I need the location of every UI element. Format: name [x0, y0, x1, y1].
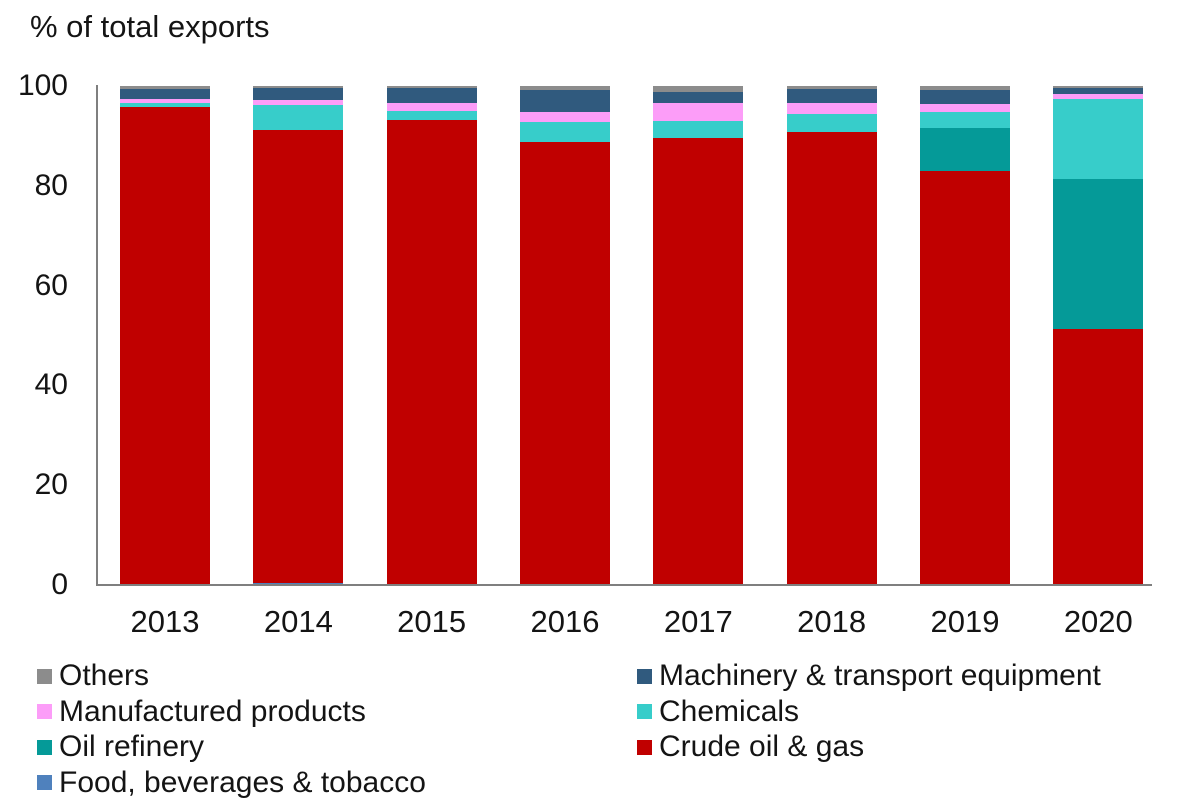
bar-segment-chemicals [253, 105, 344, 130]
bar-2016 [519, 86, 610, 585]
legend-item-machinery-transport-equipment: Machinery & transport equipment [637, 658, 1101, 694]
y-tick-label: 20 [34, 468, 68, 502]
bar-segment-others [120, 86, 210, 90]
bar-segment-others [519, 86, 610, 91]
bar-segment-others [1053, 86, 1144, 89]
legend-swatch-oil-refinery [37, 739, 52, 755]
bar-2013 [120, 86, 210, 585]
bar-segment-chemicals [653, 120, 744, 139]
legend-swatch-crude-oil-gas [637, 739, 652, 755]
legend-label: Oil refinery [59, 730, 205, 763]
bar-segment-machinery-transport-equipment [519, 90, 610, 112]
x-tick-label: 2018 [797, 604, 867, 639]
bar-segment-chemicals [1053, 98, 1144, 180]
legend-label: Crude oil & gas [659, 730, 865, 763]
bar-segment-manufactured-products [653, 102, 744, 121]
bar-segment-chemicals [919, 111, 1010, 129]
legend-item-others: Others [37, 658, 149, 694]
legend: Others Manufactured products Oil refinery F… [0, 650, 1200, 799]
legend-item-food-beverages-tobacco: Food, beverages & tobacco [37, 765, 426, 799]
x-axis-labels: 2013 2014 2015 2016 2017 2018 2019 2020 [0, 604, 1200, 644]
legend-item-oil-refinery: Oil refinery [37, 729, 204, 765]
bar-segment-chemicals [786, 113, 877, 133]
bar-segment-machinery-transport-equipment [919, 89, 1010, 104]
bar-segment-machinery-transport-equipment [786, 88, 877, 103]
bar-2019 [919, 86, 1010, 585]
bar-segment-crude-oil-gas [786, 132, 877, 585]
bar-segment-machinery-transport-equipment [653, 92, 744, 103]
legend-item-chemicals: Chemicals [637, 694, 799, 730]
bar-segment-manufactured-products [120, 98, 210, 104]
bar-segment-chemicals [386, 111, 477, 120]
bar-2017 [653, 86, 744, 585]
legend-swatch-chemicals [637, 704, 652, 719]
x-tick-label: 2016 [530, 604, 600, 639]
bar-2018 [786, 86, 877, 585]
bar-segment-machinery-transport-equipment [253, 87, 344, 100]
x-tick-label: 2019 [930, 604, 1000, 639]
bar-segment-others [786, 86, 877, 89]
bar-segment-machinery-transport-equipment [120, 89, 210, 99]
y-tick-label: 80 [34, 168, 68, 202]
bar-segment-crude-oil-gas [1053, 328, 1144, 585]
x-tick-label: 2017 [663, 604, 733, 639]
bar-segment-crude-oil-gas [919, 171, 1010, 585]
bar-segment-chemicals [519, 121, 610, 142]
bar-segment-crude-oil-gas [253, 129, 344, 584]
bar-segment-manufactured-products [919, 103, 1010, 112]
legend-swatch-machinery-transport-equipment [637, 668, 652, 684]
bar-segment-others [386, 86, 477, 89]
bar-segment-machinery-transport-equipment [386, 88, 477, 103]
x-tick-label: 2014 [263, 604, 333, 639]
legend-swatch-manufactured-products [37, 704, 52, 719]
y-tick-label: 60 [34, 268, 68, 302]
x-axis-line [96, 584, 1152, 586]
legend-label: Manufactured products [59, 694, 366, 728]
x-tick-label: 2020 [1063, 604, 1133, 639]
x-tick-label: 2013 [130, 604, 200, 639]
legend-swatch-food-beverages-tobacco [37, 775, 52, 790]
legend-label: Others [59, 659, 150, 692]
x-tick-label: 2015 [397, 604, 467, 639]
legend-item-manufactured-products: Manufactured products [37, 694, 366, 730]
y-tick-label: 100 [17, 69, 68, 102]
y-axis-labels: 0 20 40 60 80 100 [0, 69, 68, 601]
bar-2014 [253, 86, 344, 585]
legend-item-crude-oil-gas: Crude oil & gas [637, 729, 864, 765]
bar-segment-manufactured-products [519, 111, 610, 122]
bar-2015 [386, 86, 477, 585]
y-tick-label: 0 [51, 568, 68, 601]
bar-segment-manufactured-products [1053, 93, 1144, 99]
bar-segment-manufactured-products [386, 102, 477, 112]
bar-segment-crude-oil-gas [653, 138, 744, 585]
bar-segment-others [253, 86, 344, 88]
legend-swatch-others [37, 668, 52, 684]
legend-label: Chemicals [659, 694, 800, 728]
bar-segment-others [653, 86, 744, 93]
y-axis-line [96, 85, 98, 586]
bar-segment-oil-refinery [1053, 179, 1144, 329]
bar-segment-crude-oil-gas [386, 119, 477, 585]
bar-segment-machinery-transport-equipment [1053, 88, 1144, 94]
bar-segment-chemicals [120, 103, 210, 107]
chart-title: % of total exports [30, 9, 270, 44]
bar-segment-others [919, 86, 1010, 90]
legend-label: Machinery & transport equipment [659, 659, 1101, 692]
bar-segment-manufactured-products [253, 99, 344, 105]
plot-area [97, 86, 1166, 585]
bar-segment-crude-oil-gas [519, 141, 610, 585]
y-tick-label: 40 [34, 368, 68, 402]
bar-2020 [1053, 86, 1144, 585]
bar-segment-oil-refinery [919, 128, 1010, 172]
bar-segment-manufactured-products [786, 103, 877, 114]
bar-segment-crude-oil-gas [120, 106, 210, 585]
legend-label: Food, beverages & tobacco [59, 765, 426, 799]
